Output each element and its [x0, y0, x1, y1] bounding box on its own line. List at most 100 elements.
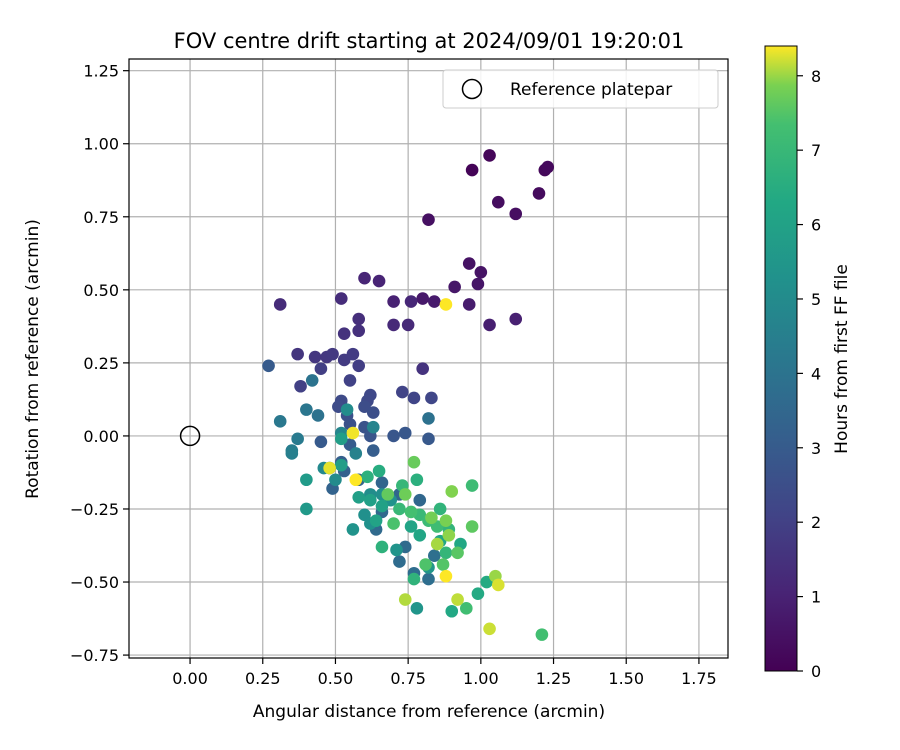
data-point [413, 493, 427, 507]
y-axis-ticks: −0.75 −0.50 −0.25 0.00 0.25 0.50 0.75 1.00 1.25 [70, 62, 129, 665]
data-point [425, 511, 438, 525]
data-point [422, 412, 435, 425]
y-tick-label: 0.25 [83, 354, 119, 373]
data-point [387, 429, 400, 443]
reference-platepar-marker [179, 425, 201, 447]
data-point [445, 485, 459, 498]
data-point [422, 572, 435, 586]
x-tick-label: 0.25 [245, 669, 281, 688]
data-point [311, 409, 325, 422]
data-point [541, 160, 555, 174]
legend-open-circle-icon [461, 78, 483, 100]
y-tick-label: −0.50 [70, 573, 119, 592]
data-point [404, 520, 418, 533]
data-point [422, 432, 435, 446]
data-point [439, 546, 453, 560]
data-point [401, 318, 415, 332]
data-point [334, 432, 348, 446]
data-point [273, 298, 287, 311]
data-point [407, 455, 421, 469]
data-point [334, 292, 348, 305]
data-point [381, 488, 395, 501]
data-point [323, 461, 336, 475]
x-tick-label: 1.00 [463, 669, 499, 688]
data-point [425, 391, 438, 405]
data-point [393, 555, 406, 568]
data-point [407, 391, 421, 405]
data-point [445, 604, 459, 618]
data-point [387, 517, 400, 530]
data-point [410, 473, 424, 487]
legend-label: Reference platepar [510, 80, 672, 100]
data-point [340, 403, 354, 416]
data-point [433, 502, 447, 516]
data-point [387, 295, 400, 308]
data-point [291, 347, 304, 361]
data-point [442, 528, 456, 542]
data-point [349, 447, 363, 460]
data-point [398, 426, 412, 440]
data-point [305, 374, 319, 387]
y-tick-label: −0.25 [70, 500, 119, 519]
data-point [300, 502, 313, 516]
data-point [291, 432, 304, 446]
data-point [430, 537, 444, 551]
data-point [366, 406, 380, 419]
data-point [361, 470, 374, 484]
data-point [337, 327, 351, 340]
data-point [462, 298, 476, 311]
data-point [460, 602, 473, 615]
data-point [372, 274, 386, 288]
data-point [349, 473, 363, 487]
data-point [462, 257, 476, 270]
x-tick-label: 1.75 [681, 669, 717, 688]
data-point [483, 318, 496, 332]
data-point [387, 318, 400, 332]
data-point [352, 312, 366, 326]
colorbar-ticks: 0 1 2 3 4 5 6 7 8 [797, 67, 821, 681]
data-point [352, 324, 366, 338]
data-point [465, 479, 479, 492]
data-point [346, 426, 360, 440]
data-point [300, 473, 313, 487]
data-point [369, 514, 383, 527]
data-point [329, 473, 342, 487]
data-point [404, 295, 418, 308]
data-points [262, 149, 555, 641]
data-point [509, 207, 523, 221]
colorbar-tick-label: 7 [811, 141, 821, 160]
data-point [285, 447, 299, 460]
x-tick-label: 0.75 [390, 669, 426, 688]
data-point [364, 493, 377, 507]
colorbar-tick-label: 0 [811, 662, 821, 681]
x-tick-label: 0.00 [172, 669, 208, 688]
data-point [451, 593, 464, 606]
x-tick-label: 0.50 [318, 669, 354, 688]
y-tick-label: −0.75 [70, 646, 119, 665]
data-point [273, 415, 287, 428]
colorbar-tick-label: 4 [811, 364, 821, 383]
data-point [532, 187, 546, 200]
data-point [375, 499, 389, 513]
x-axis-label: Angular distance from reference (arcmin) [253, 702, 605, 722]
legend: Reference platepar [442, 69, 719, 109]
data-point [428, 295, 441, 308]
y-tick-label: 0.75 [83, 208, 119, 227]
data-point [366, 420, 380, 434]
plot-frame [128, 58, 729, 659]
data-point [451, 546, 464, 560]
data-point [390, 543, 403, 557]
reference-marker-group [179, 425, 201, 447]
data-point [398, 593, 412, 606]
legend-box [442, 69, 719, 109]
data-point [465, 163, 479, 177]
y-axis-label: Rotation from reference (arcmin) [23, 219, 43, 499]
x-tick-label: 1.25 [536, 669, 572, 688]
data-point [416, 292, 429, 305]
data-point [300, 403, 313, 416]
data-point [404, 505, 418, 519]
colorbar-gradient [764, 45, 798, 672]
y-tick-label: 0.00 [83, 427, 119, 446]
colorbar-tick-label: 8 [811, 67, 821, 86]
